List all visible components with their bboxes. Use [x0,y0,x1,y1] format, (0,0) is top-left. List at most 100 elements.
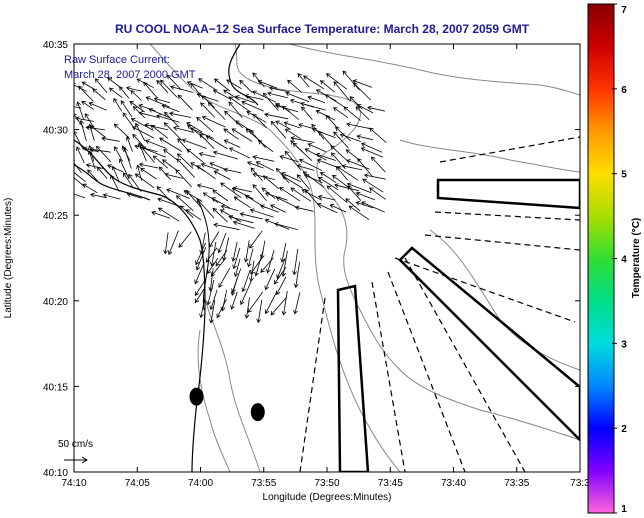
current-arrow-head [181,138,187,144]
current-arrow-head [355,106,361,111]
current-arrow-head [81,81,87,86]
current-arrow [267,92,289,99]
current-arrow-head [159,137,164,142]
current-arrow [276,258,286,279]
colorbar-tick-label: 7 [621,5,627,16]
current-arrow-head [223,139,229,144]
current-arrow-head [213,170,219,175]
current-arrow-head [275,167,281,173]
current-arrow-head [69,169,73,173]
x-tick-label: 73:40 [441,478,466,489]
current-arrow [269,87,290,93]
current-arrow-head [315,109,321,115]
current-arrow [316,153,336,161]
current-arrow-head [84,113,89,118]
current-arrow [304,174,323,184]
current-arrow-head [261,187,267,192]
current-arrow-head [138,142,143,147]
current-arrow [90,125,106,138]
current-arrow-head [301,189,307,194]
dashed-transect [394,257,576,323]
current-arrow [212,189,229,202]
scale-arrow-label: 50 cm/s [58,439,93,450]
current-arrow-head [292,270,298,276]
current-arrow [249,230,263,249]
current-arrow [239,80,253,94]
current-arrow [221,290,228,311]
current-arrow-head [300,101,305,107]
current-arrow [261,240,266,259]
current-arrow [89,124,95,141]
current-arrow [301,106,313,120]
current-arrow-head [228,96,234,101]
x-tick-label: 74:05 [125,478,150,489]
current-arrow-head [329,204,335,209]
colorbar-ticks: 1 2 3 4 5 6 7 [612,3,627,515]
current-arrow [282,250,288,277]
current-arrow [270,296,288,316]
current-arrow-head [355,201,361,206]
current-arrow [197,93,219,102]
current-arrow [135,123,146,142]
current-arrow-head [201,95,207,100]
current-arrow-head [349,96,355,101]
current-arrow-head [156,114,161,119]
current-arrow-head [231,288,236,294]
current-arrow [59,170,74,173]
buoy-marker [250,403,265,422]
current-arrow [88,150,96,170]
colorbar-gradient [587,3,615,514]
current-arrow [163,149,178,161]
coastline [74,139,206,472]
current-arrow [231,128,253,142]
current-arrow-head [249,129,254,134]
current-arrow [164,122,183,141]
current-arrow [353,82,372,101]
current-arrow-head [195,260,200,266]
current-arrow [265,268,276,290]
current-arrow [185,209,202,221]
current-arrow [255,251,264,276]
current-arrow-head [244,93,250,99]
current-arrow [84,113,96,130]
current-arrow [264,113,289,120]
current-arrow [139,163,159,169]
current-arrow-head [266,268,271,274]
current-arrow-head [307,143,313,148]
current-arrow-head [200,162,206,168]
current-arrow-head [252,155,258,160]
current-arrow-head [54,91,58,95]
current-arrow [196,198,215,219]
current-arrow-head [250,269,255,275]
scale-arrow: 50 cm/s [58,439,93,464]
current-arrow-head [241,287,247,293]
current-arrow-head [209,305,215,311]
y-tick-label: 40:10 [43,468,68,479]
current-arrow-head [252,72,257,77]
current-arrow [333,81,351,102]
current-arrow [90,194,107,199]
current-arrow-head [298,123,303,128]
current-arrow [295,206,314,212]
current-arrow [127,193,142,199]
current-arrow-head [249,277,254,282]
bathymetry-contour [204,299,261,472]
current-arrow-head [161,104,167,109]
current-arrow-head [231,128,237,133]
current-arrow-head [212,189,218,195]
colorbar-label: Temperature (°C) [631,218,642,299]
current-arrow-head [144,123,150,128]
current-arrow-head [279,187,284,192]
current-arrow-head [125,86,131,91]
current-arrow-head [190,82,195,88]
current-arrow [258,140,274,153]
current-arrow-head [304,189,310,194]
current-arrow-head [226,79,231,84]
current-arrow-head [206,300,211,306]
current-arrow [232,187,254,200]
current-arrow-head [252,172,257,178]
current-arrow-head [138,103,143,109]
current-arrow [241,101,264,112]
current-arrow [143,82,157,98]
current-arrow-head [297,72,303,78]
